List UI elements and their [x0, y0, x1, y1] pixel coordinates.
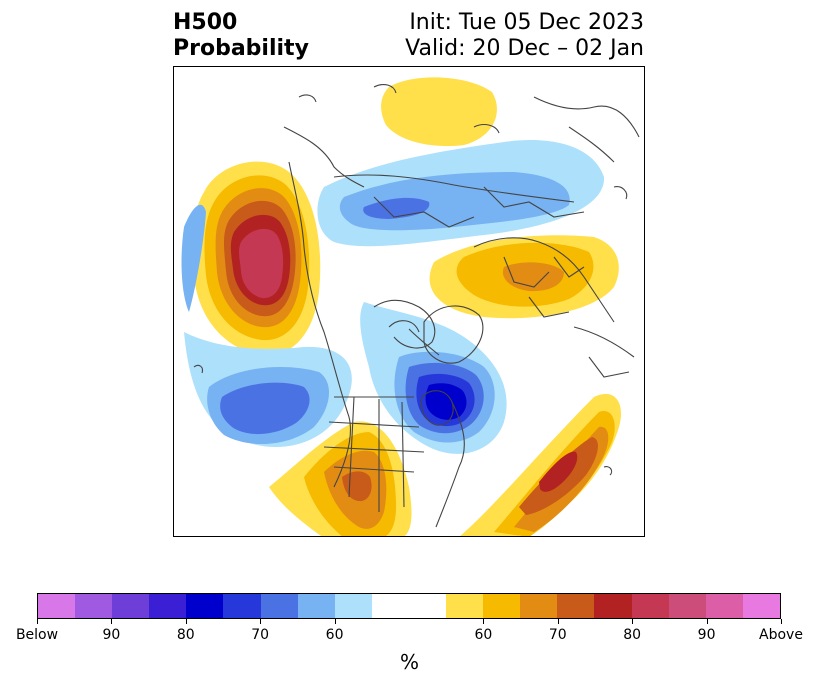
colorbar-tick-mark	[483, 619, 485, 624]
colorbar-tick-label: 70	[548, 627, 567, 643]
colorbar-tick-mark	[260, 619, 262, 624]
colorbar-segment	[38, 594, 76, 618]
probability-map	[173, 66, 645, 537]
colorbar-tick-mark	[706, 619, 708, 624]
colorbar-segment	[705, 594, 743, 618]
colorbar-tick-mark	[334, 619, 336, 624]
colorbar-segment	[223, 594, 261, 618]
colorbar-tick-label: 60	[474, 627, 493, 643]
colorbar-segment	[742, 594, 780, 618]
colorbar-segment	[408, 594, 447, 618]
anomaly-north-pacific-below	[184, 332, 352, 447]
colorbar-tick-label: 60	[325, 627, 344, 643]
valid-range: Valid: 20 Dec – 02 Jan	[405, 36, 644, 61]
anomaly-arctic-above	[381, 77, 497, 147]
colorbar-tick-mark	[37, 619, 38, 624]
colorbar-segment	[371, 594, 409, 618]
colorbar-segment	[483, 594, 521, 618]
colorbar-tick-mark	[557, 619, 559, 624]
colorbar-tick-label: 80	[176, 627, 195, 643]
colorbar-tick-mark	[781, 619, 782, 624]
map-svg	[181, 77, 640, 536]
colorbar-segment	[520, 594, 558, 618]
colorbar-tick-mark	[111, 619, 113, 624]
coastlines	[193, 84, 640, 528]
colorbar-segment	[112, 594, 150, 618]
variable-title: H500 Probability	[173, 10, 309, 62]
colorbar-segment	[631, 594, 669, 618]
variable-title-line2: Probability	[173, 36, 309, 61]
colorbar-segment	[149, 594, 187, 618]
colorbar-units: %	[399, 650, 419, 674]
colorbar-tick-label: Above	[759, 627, 803, 643]
colorbar-segment	[186, 594, 224, 618]
colorbar-segment	[557, 594, 595, 618]
variable-title-line1: H500	[173, 10, 238, 35]
colorbar-segment	[297, 594, 335, 618]
anomaly-europe-above	[429, 235, 619, 319]
colorbar-segment	[75, 594, 113, 618]
colorbar-segment	[260, 594, 298, 618]
colorbar-tick-label: 70	[251, 627, 270, 643]
anomaly-arctic-below	[317, 140, 605, 247]
colorbar-tick-mark	[632, 619, 634, 624]
colorbar-segment	[446, 594, 484, 618]
colorbar-tick-label: 90	[102, 627, 121, 643]
anomaly-atlantic-above	[460, 393, 621, 536]
colorbar-segment	[668, 594, 706, 618]
colorbar-segment	[334, 594, 372, 618]
colorbar-tick-labels: Below 90 80 70 60 60 70 80 90 Above	[16, 627, 803, 645]
init-date: Init: Tue 05 Dec 2023	[409, 10, 644, 35]
colorbar-tick-mark	[185, 619, 187, 624]
colorbar-tick-label: Below	[15, 627, 59, 643]
colorbar-tick-label: 90	[697, 627, 716, 643]
date-title: Init: Tue 05 Dec 2023 Valid: 20 Dec – 02…	[405, 10, 644, 62]
colorbar-segment	[594, 594, 632, 618]
anomaly-pacific-above	[181, 161, 321, 356]
colorbar-tick-label: 80	[623, 627, 642, 643]
colorbar	[37, 593, 781, 619]
